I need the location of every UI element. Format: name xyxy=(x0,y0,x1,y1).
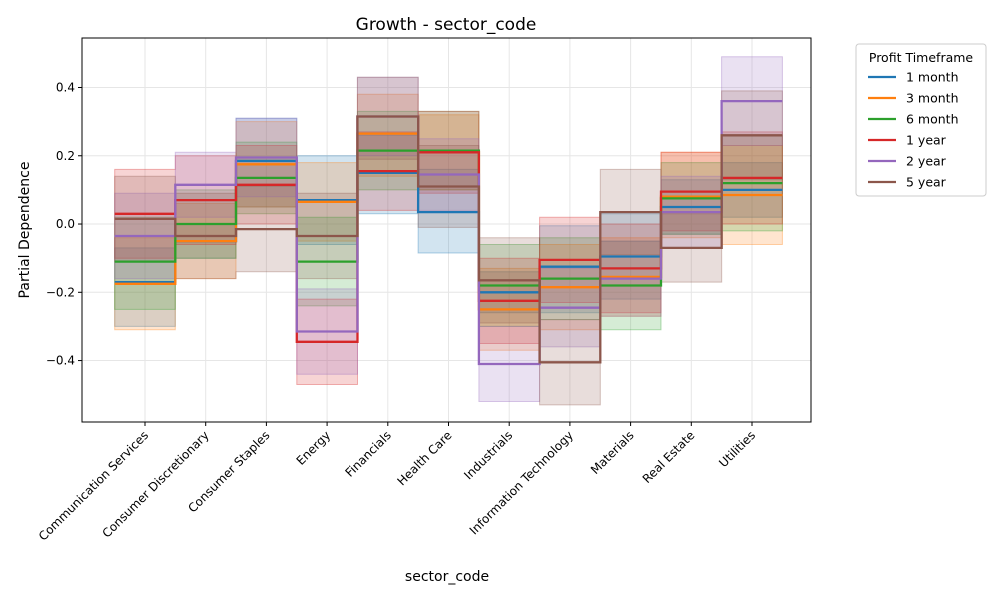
legend-label: 2 year xyxy=(906,154,947,169)
series-lines xyxy=(114,99,783,366)
y-tick-label: −0.4 xyxy=(46,354,75,368)
y-tick-label: −0.2 xyxy=(46,285,75,299)
legend: Profit Timeframe 1 month 3 month 6 month 1 … xyxy=(855,43,987,197)
legend-title: Profit Timeframe xyxy=(869,50,974,65)
legend-frame xyxy=(855,43,987,197)
legend-label: 1 month xyxy=(906,70,959,85)
y-tick-label: 0.2 xyxy=(56,149,75,163)
line-5-year xyxy=(114,115,783,364)
plot-area-frame xyxy=(81,37,812,423)
legend-label: 5 year xyxy=(906,175,947,190)
legend-label: 3 month xyxy=(906,91,959,106)
legend-label: 1 year xyxy=(906,133,947,148)
x-axis-label: sector_code xyxy=(405,569,489,585)
y-tick-label: 0.0 xyxy=(56,217,75,231)
y-tick-label: 0.4 xyxy=(56,80,75,94)
y-axis-label: Partial Dependence xyxy=(17,162,33,299)
legend-label: 6 month xyxy=(906,112,959,127)
y-axis: −0.4 −0.2 0.0 0.2 0.4 xyxy=(46,80,82,368)
chart-title: Growth - sector_code xyxy=(356,15,537,35)
